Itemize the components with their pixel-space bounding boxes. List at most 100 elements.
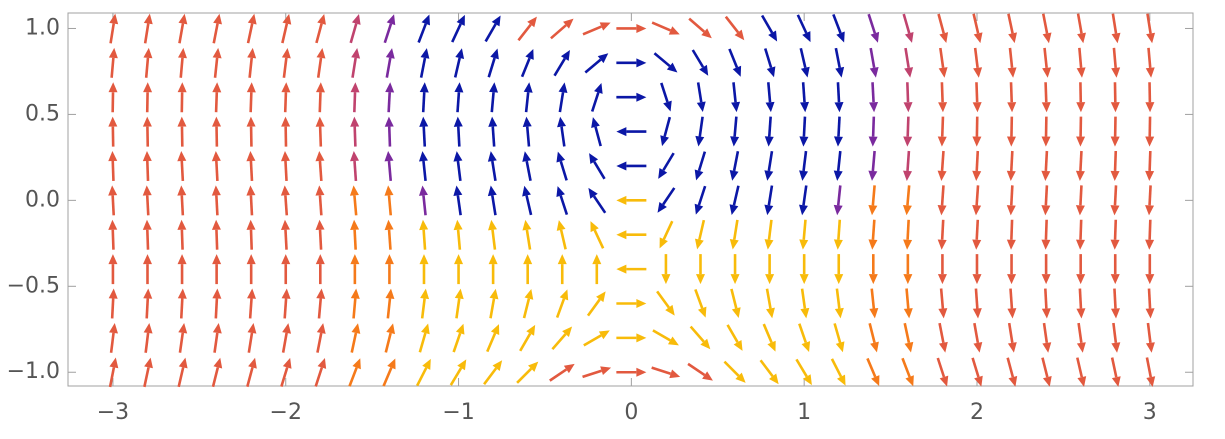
arrow [937, 13, 949, 43]
arrow-shaft [522, 298, 531, 319]
arrow-shaft [662, 152, 675, 171]
arrow-head [557, 116, 566, 128]
arrow-shaft [449, 367, 463, 386]
arrow [488, 116, 498, 147]
arrow [1007, 254, 1017, 285]
arrow-shaft [975, 219, 980, 240]
arrow-head [766, 307, 775, 319]
arrow-head [488, 254, 498, 265]
arrow [1076, 82, 1086, 113]
arrow-head [350, 116, 360, 127]
arrow-head [1008, 375, 1018, 387]
arrow-head [598, 330, 610, 340]
arrow-shaft [350, 332, 358, 353]
arrow-head [868, 239, 878, 250]
arrow-head [668, 26, 680, 35]
arrow [487, 48, 499, 78]
arrow [383, 14, 396, 44]
arrow [799, 116, 809, 147]
arrow-shaft [1009, 288, 1014, 309]
arrow [660, 82, 672, 112]
arrow-head [351, 48, 361, 59]
arrow [1007, 322, 1017, 353]
arrow [558, 82, 568, 113]
arrow-head [1042, 32, 1052, 44]
arrow [694, 151, 707, 181]
arrow [616, 298, 647, 308]
arrow-shaft [586, 298, 601, 317]
arrow-shaft [660, 82, 669, 103]
arrow [489, 288, 499, 319]
arrow [796, 14, 811, 43]
arrow-head [487, 185, 497, 197]
arrow-shaft [517, 23, 532, 42]
arrow-head [352, 358, 361, 370]
arrow [212, 323, 222, 353]
arrow-head [937, 239, 947, 250]
arrow-head [764, 170, 774, 181]
arrow-head [109, 357, 119, 369]
arrow-head [694, 203, 704, 215]
arrow-head [1076, 102, 1086, 113]
arrow-head [315, 185, 325, 196]
arrow-head [211, 185, 221, 196]
arrow [729, 151, 740, 181]
arrow-head [211, 219, 221, 230]
arrow-shaft [249, 92, 253, 113]
arrow-shaft [284, 195, 289, 216]
arrow-head [1145, 67, 1155, 78]
arrow [522, 288, 534, 319]
arrow-head [108, 288, 118, 299]
arrow-shaft [422, 229, 427, 250]
arrow-head [616, 161, 627, 171]
arrow-head [178, 13, 188, 25]
arrow-shaft [663, 116, 672, 137]
arrow-shaft [283, 92, 288, 113]
arrow-head [108, 47, 118, 59]
arrow-head [212, 82, 222, 93]
arrow-head [108, 254, 118, 265]
arrow [616, 264, 647, 274]
arrow [903, 288, 913, 319]
arrow [902, 185, 912, 216]
arrow [212, 13, 222, 44]
arrow-shaft [698, 116, 704, 137]
arrow-shaft [284, 229, 288, 250]
arrow-head [868, 136, 878, 147]
arrow [1042, 322, 1052, 353]
arrow [800, 82, 810, 113]
arrow [454, 288, 464, 319]
arrow [385, 288, 395, 319]
arrow-head [802, 374, 812, 386]
arrow [652, 329, 679, 346]
arrow-shaft [349, 23, 358, 44]
arrow-shaft [939, 47, 945, 68]
arrow-shaft [108, 367, 116, 388]
y-tick-label: 1.0 [25, 15, 60, 40]
arrow [246, 185, 256, 216]
arrow [280, 219, 290, 250]
arrow [903, 116, 913, 147]
arrow-shaft [211, 367, 220, 388]
arrow-head [525, 48, 534, 60]
arrow [142, 116, 152, 147]
arrow-head [281, 254, 291, 265]
arrow [557, 254, 567, 285]
arrow-head [869, 101, 879, 113]
arrow-head [1007, 102, 1017, 113]
arrow [584, 53, 609, 74]
arrow [350, 288, 360, 319]
arrow [418, 151, 428, 182]
arrow [519, 324, 536, 352]
arrow [868, 116, 878, 147]
arrow-shaft [728, 48, 739, 68]
arrow-head [833, 239, 843, 250]
arrow-head [562, 326, 573, 338]
x-tick-label: −1 [442, 400, 474, 425]
arrow [764, 219, 774, 250]
arrow-shaft [723, 360, 740, 377]
arrow-shaft [109, 332, 115, 353]
arrow-head [600, 366, 612, 375]
arrow [143, 322, 153, 353]
arrow-head [282, 357, 292, 369]
